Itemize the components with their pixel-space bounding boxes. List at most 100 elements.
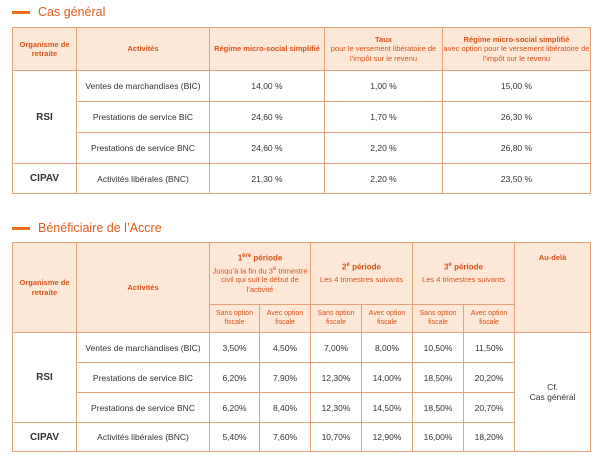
value-cell: 26,30 %	[442, 101, 591, 133]
audela-cell: Cf. Cas général	[514, 332, 592, 452]
value-cell: 21,30 %	[209, 163, 325, 194]
periode-3-sup: e	[448, 262, 452, 269]
title-dash	[12, 10, 30, 14]
value-cell: 23,50 %	[442, 163, 591, 194]
value-cell: 6,20%	[209, 362, 260, 393]
value-cell: 7,00%	[310, 332, 362, 363]
periode-1-title: 1ère période	[210, 253, 310, 264]
section1-title: Cas général	[38, 5, 106, 19]
header-row: Organisme de retraite Activités Régime m…	[12, 27, 591, 71]
periode-3-num: 3	[444, 263, 449, 273]
value-cell: 16,00%	[412, 422, 465, 452]
organisme-cipav: CIPAV	[12, 163, 77, 194]
value-cell: 7,60%	[259, 422, 311, 452]
periode-1-desc-a: Jusqu’à la fin du 3	[212, 266, 273, 276]
header-avec-option: Avec option fiscale	[463, 304, 516, 333]
value-cell: 15,00 %	[442, 70, 591, 102]
header-taux-title: Taux	[375, 34, 392, 44]
periode-3-title: 3e période	[413, 262, 514, 273]
header-regime-option: Régime micro-social simplifié avec optio…	[442, 27, 591, 71]
section2-title: Bénéficiaire de l’Accre	[38, 221, 162, 235]
value-cell: 4,50%	[259, 332, 311, 363]
header-regime-option-title: Régime micro-social simplifié	[463, 34, 570, 44]
header-periode-2: 2e période Les 4 trimestres suivants	[309, 242, 414, 305]
activite-cell: Prestations de service BNC	[76, 132, 210, 164]
header-audela: Au-delà	[514, 242, 592, 333]
activite-cell: Ventes de marchandises (BIC)	[76, 332, 210, 363]
value-cell: 14,00%	[360, 362, 414, 393]
value-cell: 14,00 %	[209, 70, 325, 102]
organisme-cipav: CIPAV	[12, 422, 77, 452]
periode-1-desc-sup: e	[272, 265, 277, 272]
header-avec-option: Avec option fiscale	[259, 304, 311, 333]
periode-1-desc: Jusqu’à la fin du 3e trimestre civil qui…	[210, 266, 310, 295]
section-title-accre: Bénéficiaire de l’Accre	[12, 219, 162, 237]
organisme-rsi: RSI	[12, 70, 77, 164]
table-row: Prestations de service BNC 24,60 % 2,20 …	[13, 132, 591, 164]
organisme-rsi: RSI	[12, 332, 77, 423]
value-cell: 2,20 %	[324, 132, 443, 164]
table-row: RSI Ventes de marchandises (BIC) 3,50% 4…	[12, 332, 592, 452]
activite-cell: Activités libérales (BNC)	[76, 422, 210, 452]
header-organisme: Organisme de retraite	[12, 242, 77, 333]
accre-table: Organisme de retraite Activités 1ère pér…	[12, 242, 592, 452]
periode-2-word: période	[352, 263, 381, 273]
periode-1-desc-b: trimestre civil qui suit le début de l’a…	[221, 266, 308, 294]
header-avec-option: Avec option fiscale	[360, 304, 414, 333]
value-cell: 10,70%	[310, 422, 362, 452]
header-regime-option-sub: avec option pour le versement libératoir…	[443, 44, 590, 63]
header-row: Organisme de retraite Activités 1ère pér…	[12, 242, 592, 333]
value-cell: 6,20%	[209, 392, 260, 423]
activite-cell: Activités libérales (BNC)	[76, 163, 210, 194]
value-cell: 12,90%	[360, 422, 414, 452]
table-row: Prestations de service BIC 24,60 % 1,70 …	[13, 101, 591, 133]
header-activites: Activités	[76, 242, 210, 333]
value-cell: 1,70 %	[324, 101, 443, 133]
value-cell: 3,50%	[209, 332, 260, 363]
value-cell: 10,50%	[412, 332, 465, 363]
table-row: RSI Ventes de marchandises (BIC) 14,00 %…	[12, 70, 591, 164]
header-periode-3: 3e période Les 4 trimestres suivants	[412, 242, 516, 305]
header-sans-option: Sans option fiscale	[209, 304, 260, 333]
audela-cas-general: Cas général	[529, 392, 576, 402]
value-cell: 26,80 %	[442, 132, 591, 164]
periode-2-num: 2	[342, 263, 347, 273]
value-cell: 11,50%	[463, 332, 516, 363]
title-dash	[12, 226, 30, 230]
activite-cell: Prestations de service BIC	[76, 101, 210, 133]
header-activites: Activités	[76, 27, 210, 71]
activite-cell: Prestations de service BIC	[76, 362, 210, 393]
periode-3-word: période	[454, 263, 483, 273]
value-cell: 18,50%	[412, 392, 465, 423]
table-row: Prestations de service BNC 6,20% 8,40% 1…	[13, 392, 591, 423]
periode-2-desc: Les 4 trimestres suivants	[320, 275, 403, 285]
periode-3-desc: Les 4 trimestres suivants	[422, 275, 505, 285]
value-cell: 24,60 %	[209, 132, 325, 164]
periode-1-word: période	[253, 253, 283, 263]
table-row: CIPAV Activités libérales (BNC) 21,30 % …	[12, 163, 591, 194]
periode-1-num: 1	[237, 253, 243, 263]
value-cell: 7,90%	[259, 362, 311, 393]
value-cell: 8,40%	[259, 392, 311, 423]
cas-general-table: Organisme de retraite Activités Régime m…	[12, 27, 591, 194]
value-cell: 24,60 %	[209, 101, 325, 133]
value-cell: 12,30%	[310, 362, 362, 393]
header-periode-1: 1ère période Jusqu’à la fin du 3e trimes…	[209, 242, 311, 305]
header-sans-option: Sans option fiscale	[310, 304, 362, 333]
header-taux: Taux pour le versement libératoire de l’…	[324, 27, 443, 71]
header-sans-option: Sans option fiscale	[412, 304, 465, 333]
table-row: Prestations de service BIC 6,20% 7,90% 1…	[13, 362, 591, 393]
periode-1-sup: ère	[242, 252, 252, 259]
header-taux-sub: pour le versement libératoire de l’impôt…	[330, 44, 437, 63]
section-title-cas-general: Cas général	[12, 3, 105, 21]
value-cell: 20,20%	[463, 362, 516, 393]
value-cell: 12,30%	[310, 392, 362, 423]
value-cell: 8,00%	[360, 332, 414, 363]
value-cell: 14,50%	[360, 392, 414, 423]
value-cell: 18,20%	[463, 422, 516, 452]
value-cell: 5,40%	[209, 422, 260, 452]
activite-cell: Ventes de marchandises (BIC)	[76, 70, 210, 102]
periode-2-sup: e	[346, 262, 350, 269]
activite-cell: Prestations de service BNC	[76, 392, 210, 423]
value-cell: 20,70%	[463, 392, 516, 423]
